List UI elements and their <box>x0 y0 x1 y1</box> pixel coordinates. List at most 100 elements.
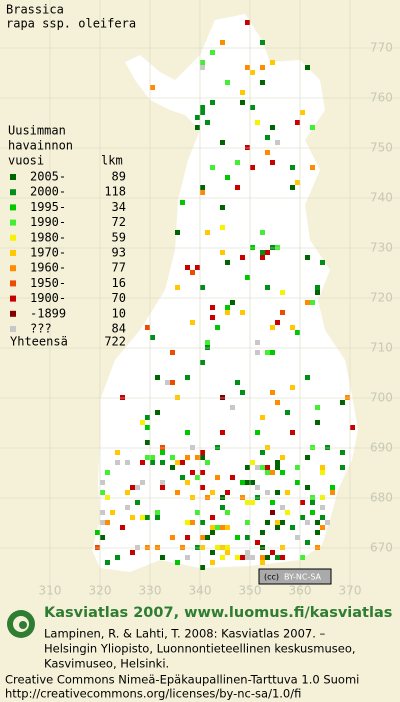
observation-square <box>185 375 190 380</box>
legend-swatch <box>10 310 16 317</box>
observation-square <box>240 255 245 260</box>
observation-square <box>245 555 250 560</box>
legend-heading: vuosi <box>8 154 44 168</box>
observation-square <box>305 375 310 380</box>
observation-square <box>200 65 205 70</box>
observation-square <box>175 460 180 465</box>
cc-icon: (cc) <box>264 573 279 582</box>
observation-square <box>210 490 215 495</box>
grid-lines: 770 760 750 740 730 720 710 700 690 680 670 310 320 3… <box>0 0 400 600</box>
observation-square <box>235 160 240 165</box>
observation-square <box>240 390 245 395</box>
observation-square <box>105 495 110 500</box>
observation-square <box>125 460 130 465</box>
observation-square <box>130 515 135 520</box>
observation-square <box>175 490 180 495</box>
observation-square <box>200 535 205 540</box>
observation-square <box>255 340 260 345</box>
observation-square <box>300 515 305 520</box>
observation-square <box>250 245 255 250</box>
observation-square <box>225 510 230 515</box>
observation-square <box>275 245 280 250</box>
observation-square <box>270 325 275 330</box>
observation-square <box>310 500 315 505</box>
observation-square <box>185 535 190 540</box>
observation-square <box>270 390 275 395</box>
observation-square <box>260 80 265 85</box>
x-grid-label: 320 <box>89 584 112 598</box>
observation-square <box>220 505 225 510</box>
observation-square <box>245 20 250 25</box>
observation-square <box>320 505 325 510</box>
observation-square <box>225 305 230 310</box>
observation-square <box>145 440 150 445</box>
observation-square <box>260 250 265 255</box>
legend-label: 2000- <box>30 185 66 199</box>
license-text: Creative Commons Nimeä-Epäkaupallinen-Ta… <box>5 673 359 687</box>
observation-square <box>215 475 220 480</box>
observation-square <box>255 465 260 470</box>
observation-square <box>295 330 300 335</box>
observation-square <box>270 350 275 355</box>
observation-square <box>225 260 230 265</box>
y-grid-label: 720 <box>370 291 393 305</box>
observation-square <box>240 90 245 95</box>
observation-square <box>220 545 225 550</box>
observation-square <box>315 405 320 410</box>
observation-square <box>255 485 260 490</box>
observation-square <box>250 555 255 560</box>
observation-square <box>260 555 265 560</box>
citation: Kasvimuseo, Helsinki. <box>44 657 169 671</box>
observation-square <box>160 555 165 560</box>
observation-square <box>200 455 205 460</box>
observation-square <box>125 505 130 510</box>
observation-square <box>205 535 210 540</box>
y-grid-label: 730 <box>370 241 393 255</box>
observation-square <box>325 520 330 525</box>
observation-square <box>240 100 245 105</box>
legend-swatch <box>10 295 16 302</box>
observation-square <box>260 415 265 420</box>
observation-square <box>260 545 265 550</box>
observation-square <box>275 555 280 560</box>
observation-square <box>260 530 265 535</box>
observation-square <box>260 450 265 455</box>
observation-square <box>320 465 325 470</box>
legend-swatch <box>10 174 16 180</box>
observation-square <box>120 525 125 530</box>
x-grid-label: 370 <box>339 584 362 598</box>
observation-square <box>225 525 230 530</box>
observation-square <box>245 275 250 280</box>
observation-square <box>210 525 215 530</box>
legend-count: 59 <box>112 230 126 244</box>
observation-square <box>135 485 140 490</box>
observation-square <box>295 465 300 470</box>
observation-square <box>145 415 150 420</box>
legend-swatch <box>10 204 16 211</box>
badge-text: BY-NC-SA <box>284 573 322 582</box>
observation-square <box>150 455 155 460</box>
observation-square <box>145 425 150 430</box>
observation-square <box>100 490 105 495</box>
observation-square <box>150 335 155 340</box>
observation-square <box>200 545 205 550</box>
observation-square <box>190 520 195 525</box>
observation-square <box>295 535 300 540</box>
observation-square <box>180 460 185 465</box>
observation-square <box>245 520 250 525</box>
observation-square <box>195 475 200 480</box>
observation-square <box>140 515 145 520</box>
observation-square <box>190 320 195 325</box>
observation-square <box>230 405 235 410</box>
observation-square <box>280 520 285 525</box>
observation-square <box>280 505 285 510</box>
observation-square <box>300 555 305 560</box>
observation-square <box>170 380 175 385</box>
observation-square <box>225 490 230 495</box>
observation-square <box>220 140 225 145</box>
observation-square <box>175 395 180 400</box>
logo <box>7 610 35 638</box>
observation-square <box>205 230 210 235</box>
observation-square <box>190 495 195 500</box>
observation-square <box>150 460 155 465</box>
